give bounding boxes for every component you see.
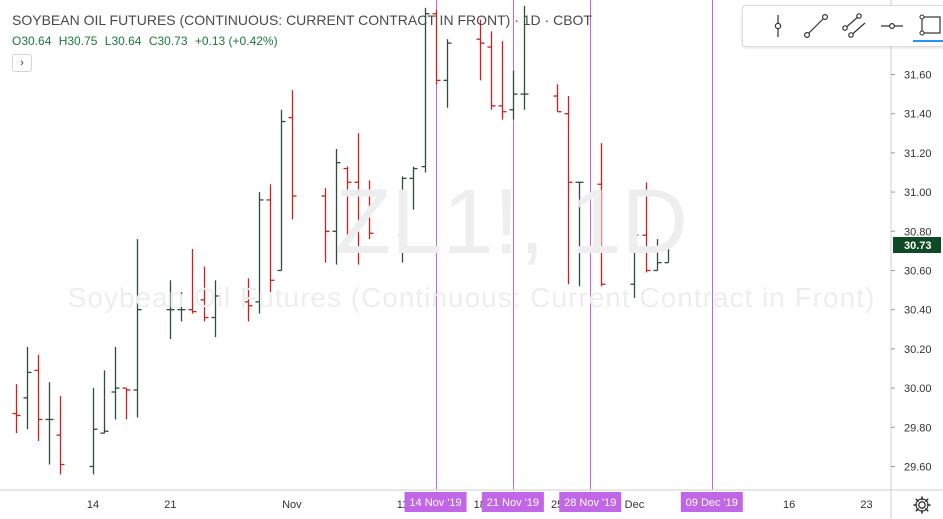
ohlc-bar xyxy=(409,166,418,210)
date-badge-bg xyxy=(680,492,743,512)
vertical-line-date-badge: 28 Nov '19 xyxy=(559,492,622,512)
vertical-line-icon xyxy=(774,15,782,37)
ohlc-bar xyxy=(487,31,496,110)
ohlc-bars-layer xyxy=(12,5,673,475)
ohlc-bar xyxy=(266,184,275,293)
ohlc-bar xyxy=(188,248,197,314)
time-tick-label: 11 xyxy=(397,499,408,511)
ohlc-bar xyxy=(398,176,407,263)
ohlc-bar xyxy=(133,239,142,418)
price-tick-label: 30.80 xyxy=(904,226,932,238)
vertical-line-date-badge: 21 Nov '19 xyxy=(481,492,544,512)
ohlc-bar xyxy=(553,84,562,113)
ohlc-bar xyxy=(597,143,606,287)
parallel-channel-icon xyxy=(842,13,866,38)
ohlc-bar xyxy=(23,346,32,430)
ohlc-bar xyxy=(343,166,352,249)
high-value: H30.75 xyxy=(58,34,98,48)
vertical-line-date-badge: 14 Nov '19 xyxy=(404,492,467,512)
price-tick-label: 30.20 xyxy=(904,344,932,356)
time-tick-label: Nov xyxy=(282,499,302,511)
ohlc-bar xyxy=(664,241,673,264)
ohlc-bar xyxy=(509,70,518,120)
horizontal-ray-tool[interactable] xyxy=(875,10,909,42)
ohlc-bar xyxy=(166,280,175,340)
ohlc-bar xyxy=(432,9,441,85)
time-tick-label: Dec xyxy=(625,499,645,511)
last-price-badge-bg xyxy=(893,237,941,253)
price-tick-label: 31.00 xyxy=(904,187,932,199)
time-tick-label: 21 xyxy=(164,499,176,511)
ohlc-bar xyxy=(122,387,131,420)
ohlc-bar xyxy=(277,109,286,272)
date-badge-label: 21 Nov '19 xyxy=(487,497,539,509)
parallel-channel-tool[interactable] xyxy=(837,10,871,42)
ohlc-bar xyxy=(653,239,662,272)
price-tick-label: 30.00 xyxy=(904,383,932,395)
trend-line-icon xyxy=(803,13,829,39)
price-tick-label: 31.60 xyxy=(904,69,932,81)
date-badge-bg xyxy=(559,492,622,512)
ohlc-bar xyxy=(354,133,363,265)
price-tick-label: 31.20 xyxy=(904,148,932,160)
date-badge-bg xyxy=(404,492,467,512)
time-tick-label: 14 xyxy=(87,499,99,511)
price-tick-label: 30.40 xyxy=(904,305,932,317)
time-tick-label: 16 xyxy=(783,499,795,511)
ohlc-bar xyxy=(200,266,209,322)
close-value: C30.73 xyxy=(148,34,188,48)
ohlc-readout: O30.64 H30.75 L30.64 C30.73 +0.13 (+0.42… xyxy=(12,34,282,48)
ohlc-bar xyxy=(12,384,21,434)
low-value: L30.64 xyxy=(104,34,142,48)
ohlc-bar xyxy=(288,90,297,220)
ohlc-bar xyxy=(421,7,430,173)
ohlc-bar xyxy=(177,292,186,322)
ohlc-bar xyxy=(255,192,264,314)
date-badge-label: 09 Dec '19 xyxy=(686,497,738,509)
ohlc-bar xyxy=(34,354,43,441)
price-tick-label: 29.60 xyxy=(904,461,932,473)
ohlc-bar xyxy=(89,388,98,475)
ohlc-bar xyxy=(630,205,639,298)
last-price-label: 30.73 xyxy=(904,240,932,252)
last-price-badge: 30.73 xyxy=(893,237,941,253)
ohlc-bar xyxy=(575,181,584,287)
ohlc-bar xyxy=(45,382,54,465)
open-value: O30.64 xyxy=(12,34,52,48)
ohlc-bar xyxy=(321,188,330,263)
ohlc-bar xyxy=(56,395,65,475)
ohlc-bar xyxy=(498,41,507,120)
gear-icon[interactable] xyxy=(911,494,933,516)
date-badge-label: 14 Nov '19 xyxy=(409,497,461,509)
ohlc-bar xyxy=(111,346,120,420)
change-value: +0.13 (+0.42%) xyxy=(194,34,278,48)
symbol-title[interactable]: SOYBEAN OIL FUTURES (CONTINUOUS: CURRENT… xyxy=(12,12,592,28)
ohlc-bar xyxy=(564,96,573,285)
price-tick-label: 30.60 xyxy=(904,265,932,277)
ohlc-bar xyxy=(244,278,253,322)
date-badge-label: 28 Nov '19 xyxy=(564,497,616,509)
price-tick-label: 31.40 xyxy=(904,109,932,121)
trend-line-tool[interactable] xyxy=(799,10,833,42)
date-badge-bg xyxy=(481,492,544,512)
time-tick-label: 23 xyxy=(860,499,872,511)
vertical-line-tool[interactable] xyxy=(761,10,795,42)
rectangle-tool[interactable] xyxy=(913,10,943,42)
ohlc-bar xyxy=(443,39,452,108)
ohlc-bar xyxy=(100,370,109,434)
horizontal-ray-icon xyxy=(881,23,903,30)
drawing-toolbar xyxy=(742,5,943,47)
price-tick-label: 29.80 xyxy=(904,422,932,434)
legend-collapse-button[interactable]: › xyxy=(12,54,32,72)
ohlc-bar xyxy=(642,182,651,273)
ohlc-bar xyxy=(365,180,374,240)
ohlc-bar xyxy=(520,5,529,110)
ohlc-bar xyxy=(476,19,485,81)
rectangle-icon xyxy=(919,14,941,36)
ohlc-bar xyxy=(211,280,220,338)
ohlc-bar xyxy=(332,148,341,265)
vertical-line-date-badge: 09 Dec '19 xyxy=(680,492,743,512)
